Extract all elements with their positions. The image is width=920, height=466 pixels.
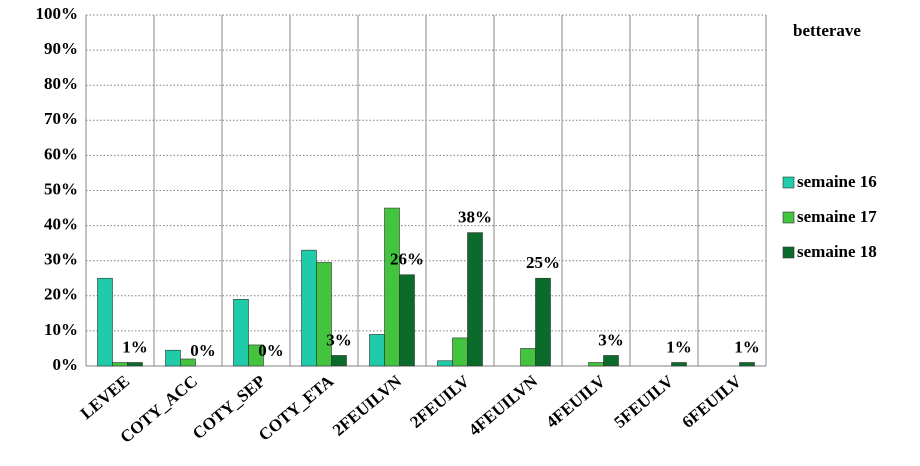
- bar: [452, 337, 468, 367]
- data-label: 1%: [122, 337, 148, 356]
- bar: [739, 362, 755, 367]
- legend-label: semaine 17: [797, 207, 877, 226]
- y-tick-label: 80%: [44, 74, 78, 93]
- data-label: 26%: [390, 250, 424, 269]
- bar: [97, 277, 113, 367]
- y-tick-label: 10%: [44, 320, 78, 339]
- data-label: 25%: [526, 253, 560, 272]
- data-label: 0%: [258, 341, 284, 360]
- bar: [180, 358, 196, 367]
- y-tick-label: 100%: [36, 4, 79, 23]
- data-label: 1%: [666, 337, 692, 356]
- x-tick-label: LEVEE: [77, 372, 133, 424]
- y-tick-label: 20%: [44, 285, 78, 304]
- y-tick-label: 70%: [44, 109, 78, 128]
- data-label: 3%: [326, 330, 352, 349]
- bar: [127, 362, 143, 367]
- bar: [248, 344, 264, 367]
- bar: [301, 249, 317, 367]
- bar: [603, 355, 619, 367]
- x-tick-label: 2FEUILV: [406, 371, 473, 432]
- bar: [112, 362, 128, 367]
- legend-label: semaine 18: [797, 242, 877, 261]
- data-label: 38%: [458, 208, 492, 227]
- bar: [467, 232, 483, 367]
- data-label: 0%: [190, 341, 216, 360]
- y-tick-label: 50%: [44, 179, 78, 198]
- legend-swatch: [782, 176, 795, 189]
- bar: [384, 207, 400, 367]
- x-tick-label: 2FEUILVN: [329, 371, 406, 440]
- bar: [588, 362, 604, 367]
- x-tick-label: 5FEUILV: [610, 371, 677, 432]
- bar: [233, 299, 249, 367]
- bar: [165, 349, 181, 367]
- data-label: 1%: [734, 337, 760, 356]
- bar: [316, 262, 332, 367]
- legend-swatch: [782, 246, 795, 259]
- chart-title: betterave: [793, 21, 861, 40]
- bar: [399, 274, 415, 367]
- x-tick-label: 6FEUILV: [678, 371, 745, 432]
- legend-label: semaine 16: [797, 172, 877, 191]
- x-tick-label: 4FEUILV: [542, 371, 609, 432]
- bar: [437, 360, 453, 367]
- y-tick-label: 0%: [53, 355, 79, 374]
- bar: [369, 334, 385, 367]
- y-tick-label: 60%: [44, 144, 78, 163]
- legend-swatch: [782, 211, 795, 224]
- data-label: 3%: [598, 330, 624, 349]
- y-tick-label: 40%: [44, 215, 78, 234]
- bar: [671, 362, 687, 367]
- bar: [520, 348, 536, 367]
- y-tick-label: 30%: [44, 250, 78, 269]
- bar: [331, 355, 347, 367]
- x-tick-label: 4FEUILVN: [465, 371, 542, 440]
- y-tick-label: 90%: [44, 39, 78, 58]
- bar: [535, 277, 551, 367]
- x-tick-label: COTY_ETA: [255, 371, 338, 445]
